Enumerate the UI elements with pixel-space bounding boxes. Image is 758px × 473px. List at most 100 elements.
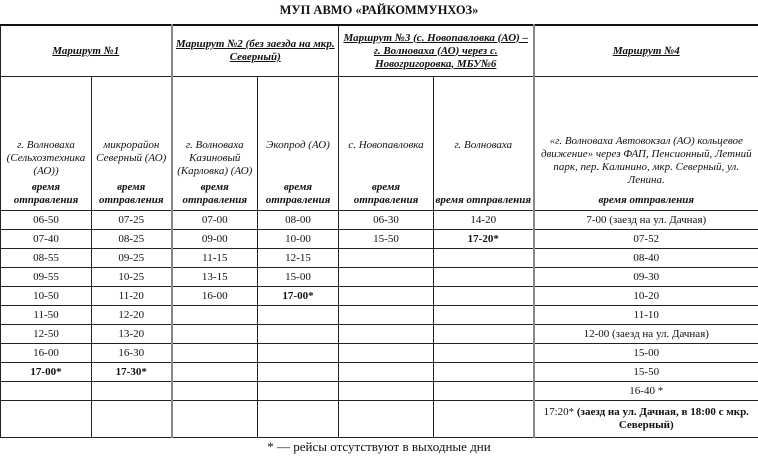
table-row: 17-00* 17-30* 15-50 [0, 362, 758, 382]
time-cell [257, 381, 339, 401]
time-cell: 11-15 [170, 248, 258, 268]
table-row: 09-55 10-25 13-15 15-00 09-30 [0, 267, 758, 287]
stop-header: «г. Волноваха Автовокзал (АО) кольцевое … [532, 76, 758, 211]
time-cell: 07-25 [91, 210, 172, 230]
stop-header: г. Волноваха Казиновый (Карловка) (АО) вр… [170, 76, 258, 211]
time-cell [432, 248, 535, 268]
time-cell: 12-00 (заезд на ул. Дачная) [532, 324, 758, 344]
time-cell: 16-30 [91, 343, 172, 363]
time-label: время отправления [435, 194, 531, 206]
time-value: 17:20* [543, 406, 575, 418]
table-row: 11-50 12-20 11-10 [0, 305, 758, 325]
time-cell: 08-40 [532, 248, 758, 268]
route-1-header: Маршрут №1 [0, 24, 172, 77]
time-cell: 10-50 [0, 286, 92, 306]
time-cell: 09-55 [0, 267, 92, 287]
time-cell [257, 362, 339, 382]
time-cell [91, 400, 172, 438]
time-cell: 09-25 [91, 248, 172, 268]
time-label: время отправления [13, 181, 79, 206]
time-label: время отправления [182, 181, 247, 206]
stop-name: микрорайон Северный (АО) [96, 139, 167, 164]
stop-header: с. Новопавловка время отправления [338, 76, 434, 211]
time-cell: 07-52 [532, 229, 758, 249]
time-label: время отправления [98, 181, 164, 206]
time-cell: 17:20* (заезд на ул. Дачная, в 18:00 с м… [532, 400, 758, 438]
footnote: * — рейсы отсутствуют в выходные дни [267, 439, 491, 454]
time-cell: 07-40 [0, 229, 92, 249]
route-4-header: Маршрут №4 [532, 24, 758, 77]
time-cell: 7-00 (заезд на ул. Дачная) [532, 210, 758, 230]
route-2-header: Маршрут №2 (без заезда на мкр. Северный) [170, 24, 339, 77]
stop-name: г. Волноваха Казиновый (Карловка) (АО) [177, 139, 253, 177]
stop-header: Экопрод (АО) время отправления [257, 76, 339, 211]
time-cell [0, 381, 92, 401]
time-cell [170, 343, 258, 363]
time-cell [338, 286, 434, 306]
time-cell [170, 324, 258, 344]
time-cell [170, 362, 258, 382]
time-cell: 11-10 [532, 305, 758, 325]
time-cell: 16-00 [170, 286, 258, 306]
time-cell [432, 343, 535, 363]
time-label: время отправления [265, 181, 331, 206]
table-row: 12-50 13-20 12-00 (заезд на ул. Дачная) [0, 324, 758, 344]
time-cell: 12-50 [0, 324, 92, 344]
time-cell: 15-00 [257, 267, 339, 287]
time-cell [338, 267, 434, 287]
time-cell [432, 267, 535, 287]
time-cell [170, 400, 258, 438]
time-cell: 06-50 [0, 210, 92, 230]
time-cell [170, 381, 258, 401]
time-cell: 08-55 [0, 248, 92, 268]
table-row: 16-40 * [0, 381, 758, 401]
time-cell [257, 324, 339, 344]
time-cell: 17-00* [0, 362, 92, 382]
time-cell: 15-50 [532, 362, 758, 382]
time-cell [257, 305, 339, 325]
time-cell [432, 324, 535, 344]
time-cell [432, 400, 535, 438]
time-cell: 17-00* [257, 286, 339, 306]
time-cell: 10-25 [91, 267, 172, 287]
time-cell: 13-15 [170, 267, 258, 287]
time-cell [432, 362, 535, 382]
time-cell: 15-50 [338, 229, 434, 249]
time-cell: 15-00 [532, 343, 758, 363]
time-cell [338, 400, 434, 438]
stop-header: г. Волноваха (Сельхозтехника (АО)) время … [0, 76, 92, 211]
stop-header: микрорайон Северный (АО) время отправлени… [91, 76, 172, 211]
time-cell: 16-00 [0, 343, 92, 363]
table-row: 10-50 11-20 16-00 17-00* 10-20 [0, 286, 758, 306]
time-cell [432, 305, 535, 325]
time-cell: 10-00 [257, 229, 339, 249]
time-cell: 11-20 [91, 286, 172, 306]
time-cell: 16-40 * [532, 381, 758, 401]
schedule-table: Маршрут №1 Маршрут №2 (без заезда на мкр… [0, 24, 758, 438]
time-note: (заезд на ул. Дачная, в 18:00 с мкр. Сев… [574, 406, 749, 431]
time-cell: 09-00 [170, 229, 258, 249]
time-cell [338, 324, 434, 344]
time-cell [338, 343, 434, 363]
time-cell: 12-15 [257, 248, 339, 268]
table-row: 16-00 16-30 15-00 [0, 343, 758, 363]
stop-name: с. Новопавловка [348, 139, 424, 151]
time-cell: 06-30 [338, 210, 434, 230]
time-cell: 09-30 [532, 267, 758, 287]
stop-header: г. Волноваха время отправления [432, 76, 535, 211]
stop-name: г. Волноваха (Сельхозтехника (АО)) [6, 139, 86, 177]
time-cell [338, 381, 434, 401]
time-cell [338, 362, 434, 382]
time-cell [257, 400, 339, 438]
time-cell: 13-20 [91, 324, 172, 344]
table-row: 08-55 09-25 11-15 12-15 08-40 [0, 248, 758, 268]
time-cell: 14-20 [432, 210, 535, 230]
time-cell [257, 343, 339, 363]
time-cell: 11-50 [0, 305, 92, 325]
time-cell [338, 305, 434, 325]
route-3-header: Маршрут №3 (с. Новопавловка (АО) – г. Во… [337, 24, 535, 77]
time-cell: 12-20 [91, 305, 172, 325]
time-cell: 08-25 [91, 229, 172, 249]
time-cell [170, 305, 258, 325]
stop-name: г. Волноваха [454, 139, 513, 151]
